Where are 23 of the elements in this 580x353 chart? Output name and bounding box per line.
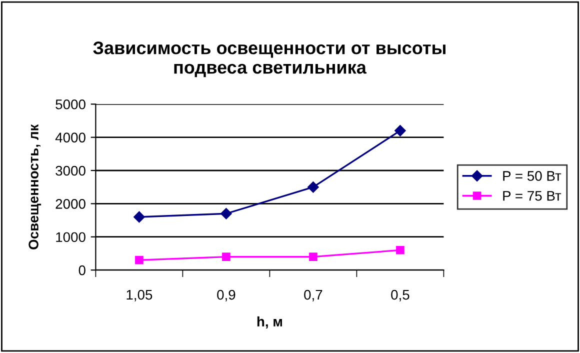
x-tick-label: 0,9 (217, 290, 236, 302)
point (222, 252, 230, 261)
x-tick-label: 0,5 (391, 290, 410, 302)
point (134, 211, 145, 223)
y-tick-label: 0 (78, 265, 86, 276)
point (309, 252, 318, 261)
legend-label: P = 75 Вт (503, 191, 562, 201)
y-tick-label: 1000 (56, 232, 86, 242)
point (220, 208, 232, 220)
point (396, 246, 404, 254)
y-tick-label: 2000 (56, 199, 86, 209)
x-axis-title: h, м (257, 316, 282, 329)
y-tick-label: 3000 (56, 166, 86, 176)
chart-title: Зависимость освещенности от высоты подвеса светильника (93, 42, 446, 78)
x-tick-label: 0,7 (304, 290, 322, 302)
point (394, 125, 406, 136)
legend-label: P = 50 Вт (503, 171, 562, 181)
y-tick-label: 4000 (55, 132, 86, 142)
y-axis-title: Освещенность, лк (28, 124, 42, 250)
point (308, 181, 319, 193)
point (135, 256, 144, 264)
y-tick-label: 5000 (56, 99, 86, 110)
x-tick-label: 1,05 (126, 290, 152, 302)
